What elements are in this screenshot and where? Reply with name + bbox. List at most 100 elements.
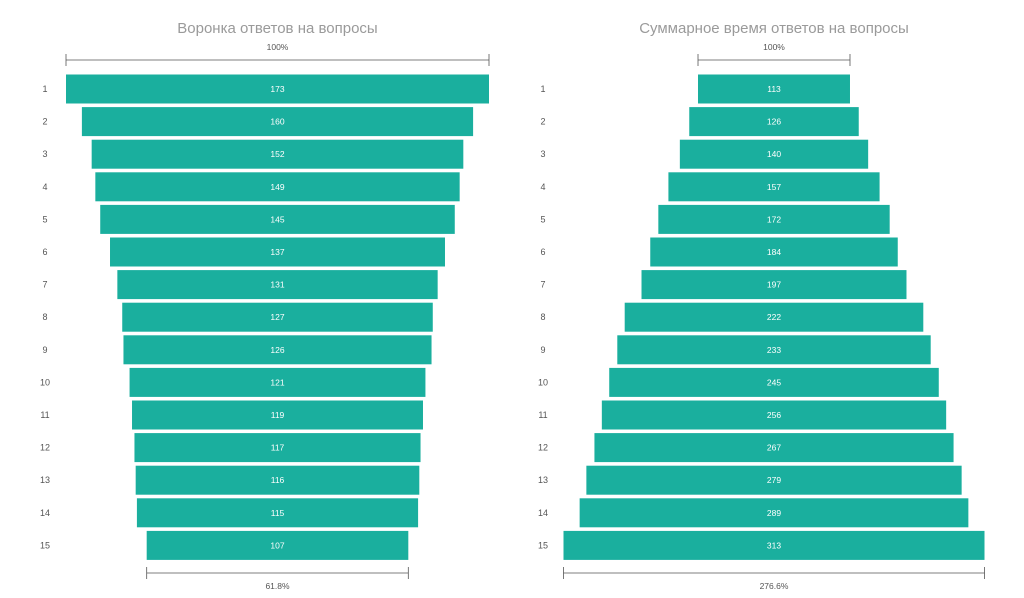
- time-bottom-bracket: [563, 567, 985, 579]
- funnel-value-label-10: 121: [270, 377, 284, 387]
- funnel-category-label-10: 10: [40, 377, 50, 387]
- time-bar-2: [689, 107, 859, 137]
- funnel-category-label-1: 1: [42, 84, 47, 94]
- funnel-bar-10: [129, 367, 426, 397]
- funnel-bar-2: [81, 107, 474, 137]
- funnel-value-label-9: 126: [270, 345, 284, 355]
- funnel-category-label-7: 7: [42, 280, 47, 290]
- time-bar-10: [609, 367, 939, 397]
- time-category-label-11: 11: [538, 410, 547, 420]
- time-category-label-12: 12: [538, 443, 548, 453]
- funnel-bar-12: [134, 433, 421, 463]
- funnel-bar-1: [66, 74, 489, 104]
- funnel-bottom-percent-label: 61.8%: [265, 581, 290, 591]
- funnel-category-label-9: 9: [42, 345, 47, 355]
- funnel-top-bracket: [65, 54, 490, 66]
- funnel-category-label-6: 6: [42, 247, 47, 257]
- time-top-bracket: [697, 54, 851, 66]
- funnel-value-label-6: 137: [270, 247, 284, 257]
- funnel-bar-3: [91, 139, 464, 169]
- funnel-value-label-7: 131: [270, 280, 284, 290]
- time-category-label-7: 7: [540, 280, 545, 290]
- time-value-label-10: 245: [767, 377, 781, 387]
- time-bar-4: [668, 172, 880, 202]
- funnel-bar-13: [135, 465, 420, 495]
- funnel-value-label-3: 152: [270, 149, 284, 159]
- time-value-label-2: 126: [767, 117, 781, 127]
- time-bar-5: [658, 204, 890, 234]
- funnel-bar-15: [146, 530, 409, 560]
- funnel-bar-5: [100, 204, 455, 234]
- funnel-bar-8: [122, 302, 433, 332]
- time-chart-title: Суммарное время ответов на вопросы: [639, 20, 909, 37]
- time-category-label-1: 1: [540, 84, 545, 94]
- funnel-value-label-15: 107: [270, 540, 284, 550]
- time-category-label-10: 10: [538, 377, 548, 387]
- funnel-category-label-8: 8: [42, 312, 47, 322]
- time-bar-1: [698, 74, 850, 104]
- time-value-label-11: 256: [767, 410, 781, 420]
- funnel-category-label-15: 15: [40, 540, 50, 550]
- funnel-category-label-3: 3: [42, 149, 47, 159]
- time-bottom-percent-label: 276.6%: [760, 581, 789, 591]
- time-category-label-3: 3: [540, 149, 545, 159]
- time-category-label-5: 5: [540, 214, 545, 224]
- funnel-bar-7: [117, 270, 438, 300]
- time-value-label-4: 157: [767, 182, 781, 192]
- time-category-label-4: 4: [540, 182, 545, 192]
- time-value-label-9: 233: [767, 345, 781, 355]
- time-category-label-8: 8: [540, 312, 545, 322]
- time-value-label-1: 113: [767, 84, 781, 94]
- funnel-category-label-2: 2: [42, 117, 47, 127]
- funnel-bar-11: [132, 400, 423, 430]
- funnel-category-label-11: 11: [40, 410, 49, 420]
- time-bar-14: [579, 498, 969, 528]
- time-category-label-13: 13: [538, 475, 548, 485]
- funnel-category-label-14: 14: [40, 508, 50, 518]
- funnel-category-label-4: 4: [42, 182, 47, 192]
- time-value-label-13: 279: [767, 475, 781, 485]
- funnel-value-label-14: 115: [271, 508, 285, 518]
- funnel-value-label-13: 116: [271, 475, 285, 485]
- time-bar-9: [617, 335, 931, 365]
- funnel-value-label-11: 119: [271, 410, 285, 420]
- funnel-bar-9: [123, 335, 432, 365]
- funnel-value-label-8: 127: [270, 312, 284, 322]
- funnel-value-label-12: 117: [271, 443, 285, 453]
- funnel-category-label-13: 13: [40, 475, 50, 485]
- time-top-percent-label: 100%: [763, 42, 785, 52]
- time-value-label-7: 197: [767, 280, 781, 290]
- time-category-label-2: 2: [540, 117, 545, 127]
- time-bar-6: [650, 237, 898, 267]
- time-category-label-15: 15: [538, 540, 548, 550]
- time-bar-11: [601, 400, 947, 430]
- time-value-label-8: 222: [767, 312, 781, 322]
- time-category-label-6: 6: [540, 247, 545, 257]
- time-bar-8: [624, 302, 924, 332]
- funnel-bar-6: [110, 237, 445, 267]
- time-value-label-5: 172: [767, 214, 781, 224]
- funnel-bar-4: [95, 172, 460, 202]
- time-value-label-3: 140: [767, 149, 781, 159]
- funnel-value-label-4: 149: [270, 182, 284, 192]
- funnel-top-percent-label: 100%: [267, 42, 289, 52]
- time-value-label-14: 289: [767, 508, 781, 518]
- time-bar-12: [594, 433, 954, 463]
- time-value-label-12: 267: [767, 443, 781, 453]
- funnel-category-label-5: 5: [42, 214, 47, 224]
- time-bar-3: [679, 139, 869, 169]
- time-bar-13: [586, 465, 962, 495]
- funnel-value-label-1: 173: [270, 84, 284, 94]
- time-bar-7: [641, 270, 907, 300]
- time-value-label-6: 184: [767, 247, 781, 257]
- funnel-value-label-2: 160: [270, 117, 284, 127]
- funnel-bar-14: [136, 498, 419, 528]
- time-category-label-9: 9: [540, 345, 545, 355]
- time-category-label-14: 14: [538, 508, 548, 518]
- time-bar-15: [563, 530, 985, 560]
- time-value-label-15: 313: [767, 540, 781, 550]
- funnel-value-label-5: 145: [270, 214, 284, 224]
- funnel-chart-title: Воронка ответов на вопросы: [177, 20, 377, 37]
